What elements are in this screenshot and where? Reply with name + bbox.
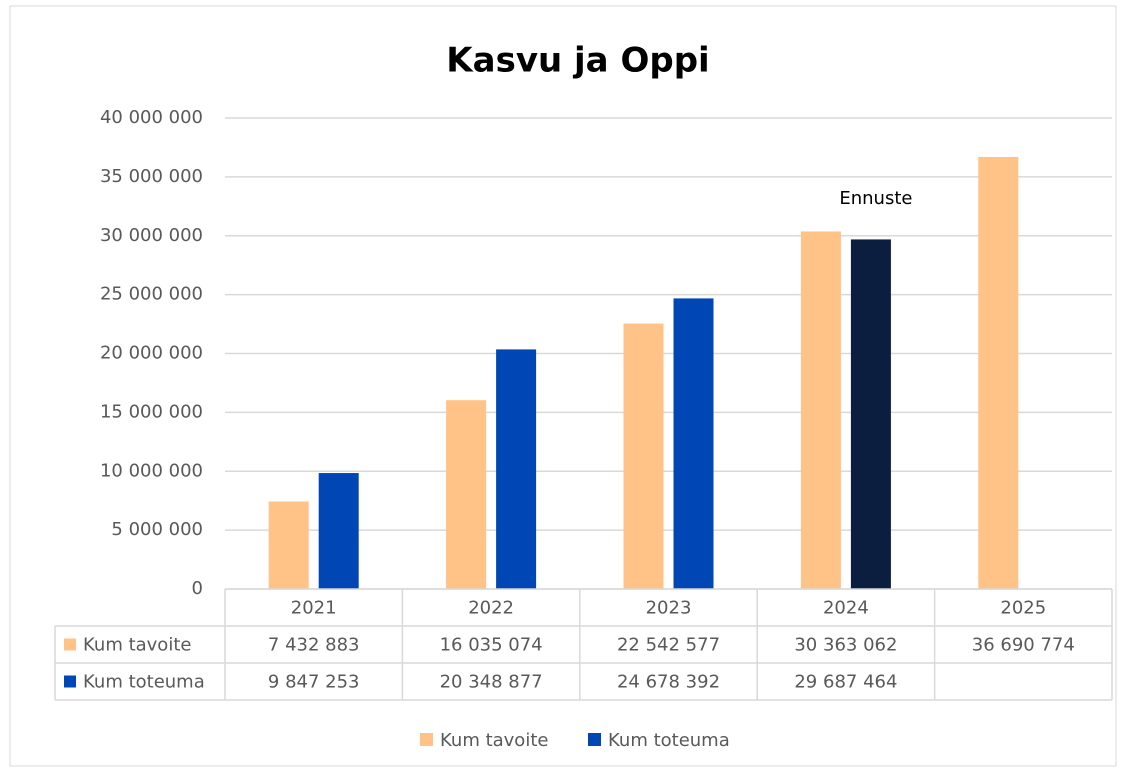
x-tick-label: 2022	[468, 598, 514, 619]
bar	[850, 239, 891, 589]
x-tick-label: 2023	[646, 598, 692, 619]
table-value: 7 432 883	[268, 635, 360, 656]
bar	[268, 501, 309, 589]
table-value: 9 847 253	[268, 672, 360, 693]
legend-label: Kum tavoite	[440, 730, 548, 751]
y-tick-label: 40 000 000	[100, 107, 203, 128]
bar	[318, 473, 359, 589]
y-tick-label: 15 000 000	[100, 401, 203, 422]
x-tick-label: 2024	[823, 598, 869, 619]
y-tick-label: 30 000 000	[100, 225, 203, 246]
table-key	[64, 675, 76, 688]
y-tick-label: 10 000 000	[100, 460, 203, 481]
chart-border	[9, 5, 1117, 767]
y-tick-label: 5 000 000	[111, 519, 203, 540]
y-tick-label: 25 000 000	[100, 284, 203, 305]
legend-label: Kum toteuma	[608, 730, 730, 751]
bar	[800, 231, 841, 589]
chart-title: Kasvu ja Oppi	[446, 41, 709, 81]
annotation: Ennuste	[839, 188, 912, 209]
legend-key	[420, 733, 433, 746]
table-key	[64, 638, 76, 651]
table-series-name: Kum toteuma	[83, 672, 205, 693]
table-series-name: Kum tavoite	[83, 635, 191, 656]
table-value: 24 678 392	[617, 672, 720, 693]
table-value: 22 542 577	[617, 635, 720, 656]
table-value: 20 348 877	[440, 672, 543, 693]
bar	[978, 156, 1019, 590]
bar	[446, 400, 487, 589]
table-value: 29 687 464	[794, 672, 897, 693]
legend-key	[588, 733, 601, 746]
bar	[623, 323, 664, 589]
x-tick-label: 2021	[291, 598, 337, 619]
table-value: 30 363 062	[794, 635, 897, 656]
table-value: 16 035 074	[440, 635, 543, 656]
y-tick-label: 20 000 000	[100, 343, 203, 364]
x-tick-label: 2025	[1000, 598, 1046, 619]
bar	[673, 298, 714, 589]
table-value: 36 690 774	[972, 635, 1075, 656]
y-tick-label: 35 000 000	[100, 166, 203, 187]
y-tick-label: 0	[192, 578, 203, 599]
bar	[496, 349, 537, 589]
